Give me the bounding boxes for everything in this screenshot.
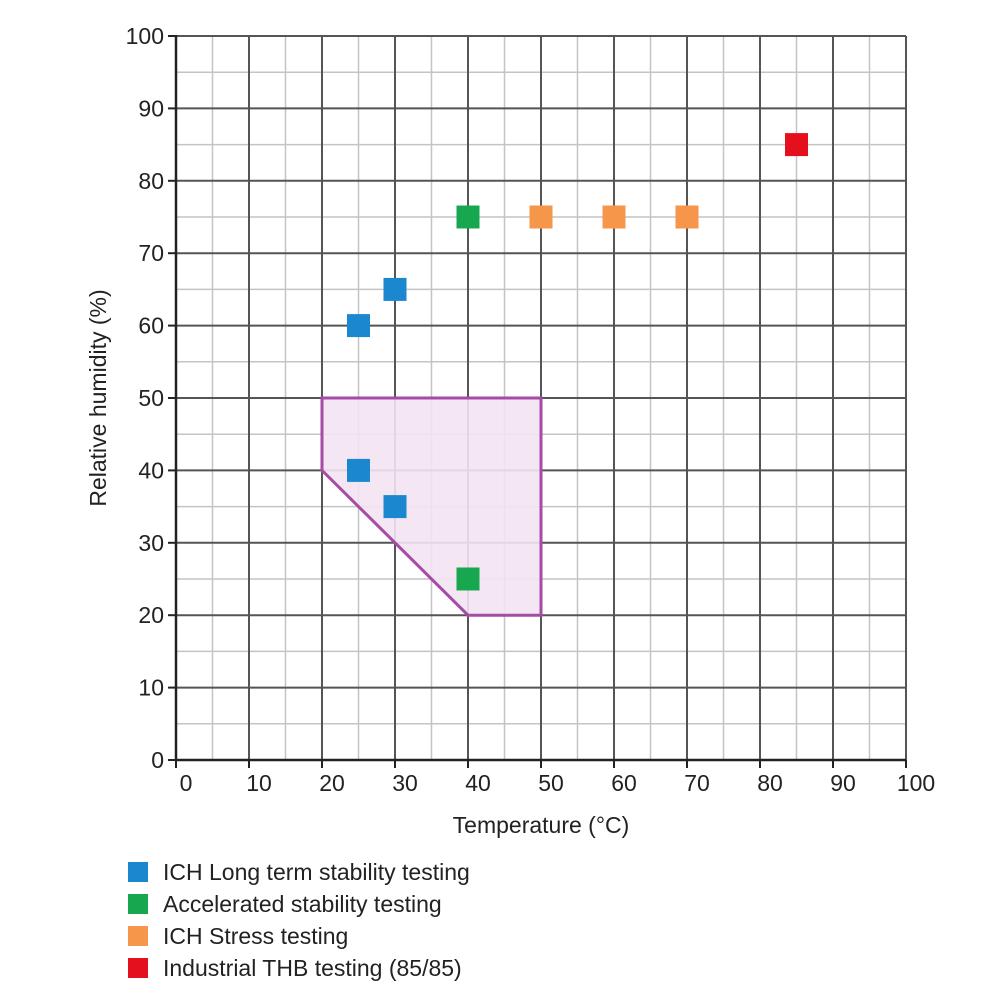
y-tick-label-100: 100 (126, 23, 164, 49)
data-point-series2-1 (602, 205, 626, 229)
region-layer (320, 396, 543, 617)
legend-label: Industrial THB testing (85/85) (163, 954, 462, 981)
y-tick-label-0: 0 (151, 747, 164, 773)
x-tick-label-30: 30 (392, 770, 418, 796)
data-points (347, 133, 808, 591)
legend-item: ICH Stress testing (128, 920, 470, 952)
x-tick-label-0: 0 (180, 770, 193, 796)
x-tick-label-60: 60 (611, 770, 637, 796)
x-tick-label-100: 100 (897, 770, 935, 796)
data-point-series0-1 (383, 277, 407, 301)
highlight-region (320, 396, 543, 617)
x-tick-labels: 0 10 20 30 40 50 60 70 80 90 100 (180, 770, 936, 796)
y-tick-label-70: 70 (138, 240, 164, 266)
x-axis-title: Temperature (°C) (453, 812, 630, 838)
data-point-series2-0 (529, 205, 553, 229)
data-point-series1-0 (456, 205, 480, 229)
x-tick-label-10: 10 (246, 770, 272, 796)
x-tick-label-40: 40 (465, 770, 491, 796)
y-tick-label-10: 10 (138, 675, 164, 701)
legend-item: Industrial THB testing (85/85) (128, 952, 470, 984)
legend-swatch (128, 862, 148, 882)
x-tick-label-50: 50 (538, 770, 564, 796)
legend-swatch (128, 926, 148, 946)
y-tick-label-40: 40 (138, 457, 164, 483)
data-point-series3-0 (785, 133, 808, 157)
y-tick-label-80: 80 (138, 168, 164, 194)
legend-label: ICH Long term stability testing (163, 858, 470, 885)
data-point-series0-3 (383, 495, 407, 519)
y-tick-label-60: 60 (138, 313, 164, 339)
legend: ICH Long term stability testing Accelerat… (128, 856, 470, 984)
legend-label: ICH Stress testing (163, 922, 349, 949)
legend-swatch (128, 958, 148, 978)
legend-swatch (128, 894, 148, 914)
axes (168, 35, 907, 768)
x-tick-label-80: 80 (757, 770, 783, 796)
data-point-series0-0 (347, 314, 370, 338)
y-tick-labels: 0 10 20 30 40 50 60 70 80 90 100 (126, 23, 164, 773)
x-tick-label-70: 70 (684, 770, 710, 796)
legend-item: ICH Long term stability testing (128, 856, 470, 888)
data-point-series1-1 (456, 567, 480, 591)
x-tick-label-20: 20 (319, 770, 345, 796)
y-tick-label-90: 90 (138, 95, 164, 121)
y-axis-title: Relative humidity (%) (85, 289, 111, 506)
legend-label: Accelerated stability testing (163, 890, 442, 917)
y-tick-label-50: 50 (138, 385, 164, 411)
x-tick-label-90: 90 (830, 770, 856, 796)
y-tick-label-20: 20 (138, 602, 164, 628)
data-point-series0-2 (347, 458, 370, 482)
y-tick-label-30: 30 (138, 530, 164, 556)
data-point-series2-2 (675, 205, 699, 229)
legend-item: Accelerated stability testing (128, 888, 470, 920)
